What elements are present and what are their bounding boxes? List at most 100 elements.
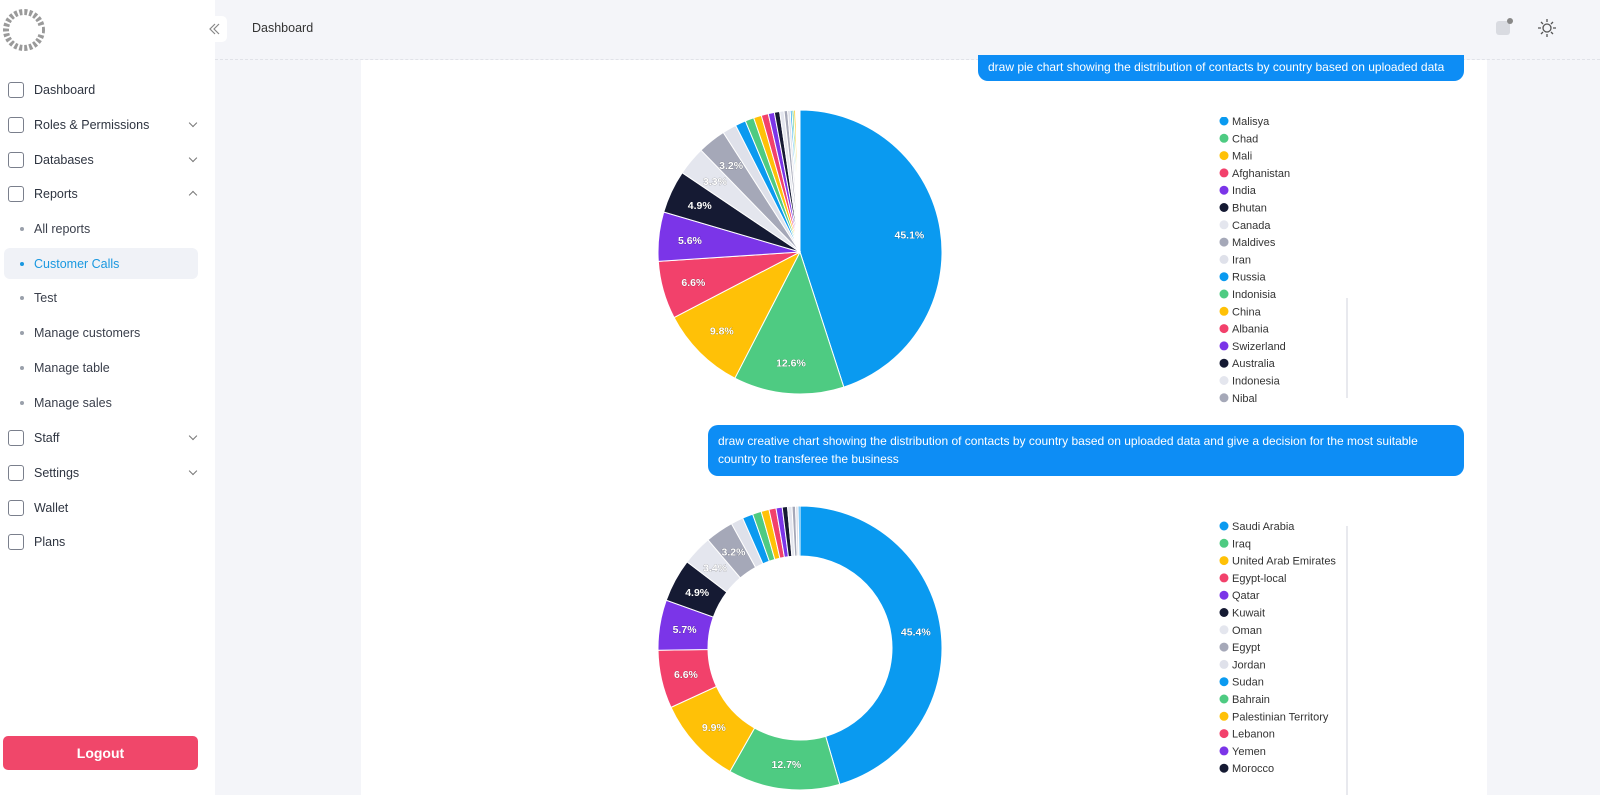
legend-label: Egypt-local <box>1232 573 1286 585</box>
nav-icon <box>8 464 24 481</box>
legend-label: Bahrain <box>1232 694 1270 706</box>
nav-item[interactable]: Staff <box>6 423 202 453</box>
data-label: 12.6% <box>776 357 806 369</box>
legend-label: Iraq <box>1232 538 1251 550</box>
submenu-item[interactable]: All reports <box>4 213 198 244</box>
data-label: 4.9% <box>688 200 713 212</box>
legend-label: Yemen <box>1232 746 1266 758</box>
slice <box>798 109 801 253</box>
legend-swatch <box>1219 341 1229 351</box>
legend-swatch <box>1219 590 1229 600</box>
legend-swatch <box>1219 521 1229 531</box>
data-label: 12.7% <box>772 759 802 771</box>
nav-icon <box>8 499 24 516</box>
submenu-item[interactable]: Manage sales <box>4 387 198 418</box>
data-label: 45.1% <box>895 230 925 242</box>
legend-swatch <box>1219 151 1229 161</box>
data-label: 5.7% <box>673 624 698 636</box>
nav-item[interactable]: Dashboard <box>6 75 202 105</box>
logout-button[interactable]: Logout <box>3 736 198 770</box>
nav-label: Roles & Permissions <box>34 117 150 132</box>
data-label: 3.3% <box>703 176 728 188</box>
legend-label: Sudan <box>1232 677 1264 689</box>
legend-swatch <box>1219 538 1229 548</box>
legend: Saudi Arabia Iraq United Arab Emirates Egyp… <box>1219 521 1336 775</box>
data-label: 6.6% <box>681 277 706 289</box>
submenu-item[interactable]: Customer Calls <box>4 248 198 279</box>
legend-swatch <box>1219 677 1229 687</box>
bullet <box>20 226 24 231</box>
data-label: 45.4% <box>901 626 931 638</box>
bullet <box>20 261 24 266</box>
legend-swatch <box>1219 711 1229 721</box>
legend-swatch <box>1219 625 1229 635</box>
legend-label: Iran <box>1232 254 1251 266</box>
legend-swatch <box>1219 272 1229 282</box>
submenu-item[interactable]: Manage table <box>4 352 198 383</box>
legend-label: Swizerland <box>1232 341 1286 353</box>
bullet <box>20 331 24 336</box>
legend-label: Afghanistan <box>1232 168 1290 180</box>
legend-label: Indonesia <box>1232 376 1281 388</box>
nav-icon <box>8 186 24 203</box>
legend-label: Jordan <box>1232 659 1266 671</box>
legend-label: Mali <box>1232 151 1252 163</box>
nav-label: Wallet <box>34 500 69 515</box>
data-label: 3.2% <box>722 547 747 559</box>
nav-item[interactable]: Roles & Permissions <box>6 110 202 140</box>
nav-item[interactable]: Reports <box>6 179 202 209</box>
submenu-label: All reports <box>34 221 91 236</box>
legend-swatch <box>1219 642 1229 652</box>
user-message: draw creative chart showing the distribu… <box>708 425 1464 476</box>
legend-swatch <box>1219 729 1229 739</box>
slice <box>797 505 801 557</box>
nav-item[interactable]: Wallet <box>6 493 202 523</box>
legend-swatch <box>1219 358 1229 368</box>
legend-label: Chad <box>1232 133 1258 145</box>
nav-label: Plans <box>34 535 66 550</box>
legend-label: Albania <box>1232 324 1270 336</box>
legend-swatch <box>1219 556 1229 566</box>
header: Dashboard <box>201 0 1600 60</box>
legend-swatch <box>1219 117 1229 126</box>
collapse-button[interactable] <box>201 16 227 42</box>
legend: Malisya Chad Mali Afghanistan India Bhutan Can… <box>1219 117 1290 405</box>
submenu-item[interactable]: Test <box>4 283 198 314</box>
legend-swatch <box>1219 659 1229 669</box>
legend-label: Maldives <box>1232 237 1276 249</box>
legend-label: India <box>1232 185 1257 197</box>
nav-label: Settings <box>34 465 80 480</box>
nav-item[interactable]: Settings <box>6 458 202 488</box>
legend-label: Indonisia <box>1232 289 1277 301</box>
nav-item[interactable]: Databases <box>6 145 202 175</box>
logo <box>3 9 45 51</box>
header-title: Dashboard <box>252 21 314 35</box>
legend-label: Qatar <box>1232 590 1260 602</box>
legend-label: Nibal <box>1232 393 1257 405</box>
legend-swatch <box>1219 376 1229 385</box>
submenu-label: Customer Calls <box>34 256 120 271</box>
submenu-label: Test <box>34 291 57 306</box>
legend-swatch <box>1219 254 1229 264</box>
legend-swatch <box>1219 573 1229 583</box>
legend-label: Egypt <box>1232 642 1260 654</box>
data-label: 9.9% <box>702 722 727 734</box>
legend-swatch <box>1219 203 1229 212</box>
legend-swatch <box>1219 133 1229 143</box>
legend-label: Morocco <box>1232 763 1274 775</box>
legend-label: Lebanon <box>1232 729 1275 741</box>
nav-label: Databases <box>34 152 94 167</box>
nav-icon <box>8 116 24 133</box>
nav-label: Dashboard <box>34 83 96 97</box>
legend-swatch <box>1219 746 1229 756</box>
legend-swatch <box>1219 763 1229 773</box>
bullet <box>20 400 24 405</box>
submenu-item[interactable]: Manage customers <box>4 318 198 349</box>
data-label: 9.8% <box>710 325 735 337</box>
bullet <box>20 296 24 301</box>
bullet <box>20 365 24 370</box>
nav-item[interactable]: Plans <box>6 527 202 557</box>
legend-label: Palestinian Territory <box>1232 711 1329 723</box>
